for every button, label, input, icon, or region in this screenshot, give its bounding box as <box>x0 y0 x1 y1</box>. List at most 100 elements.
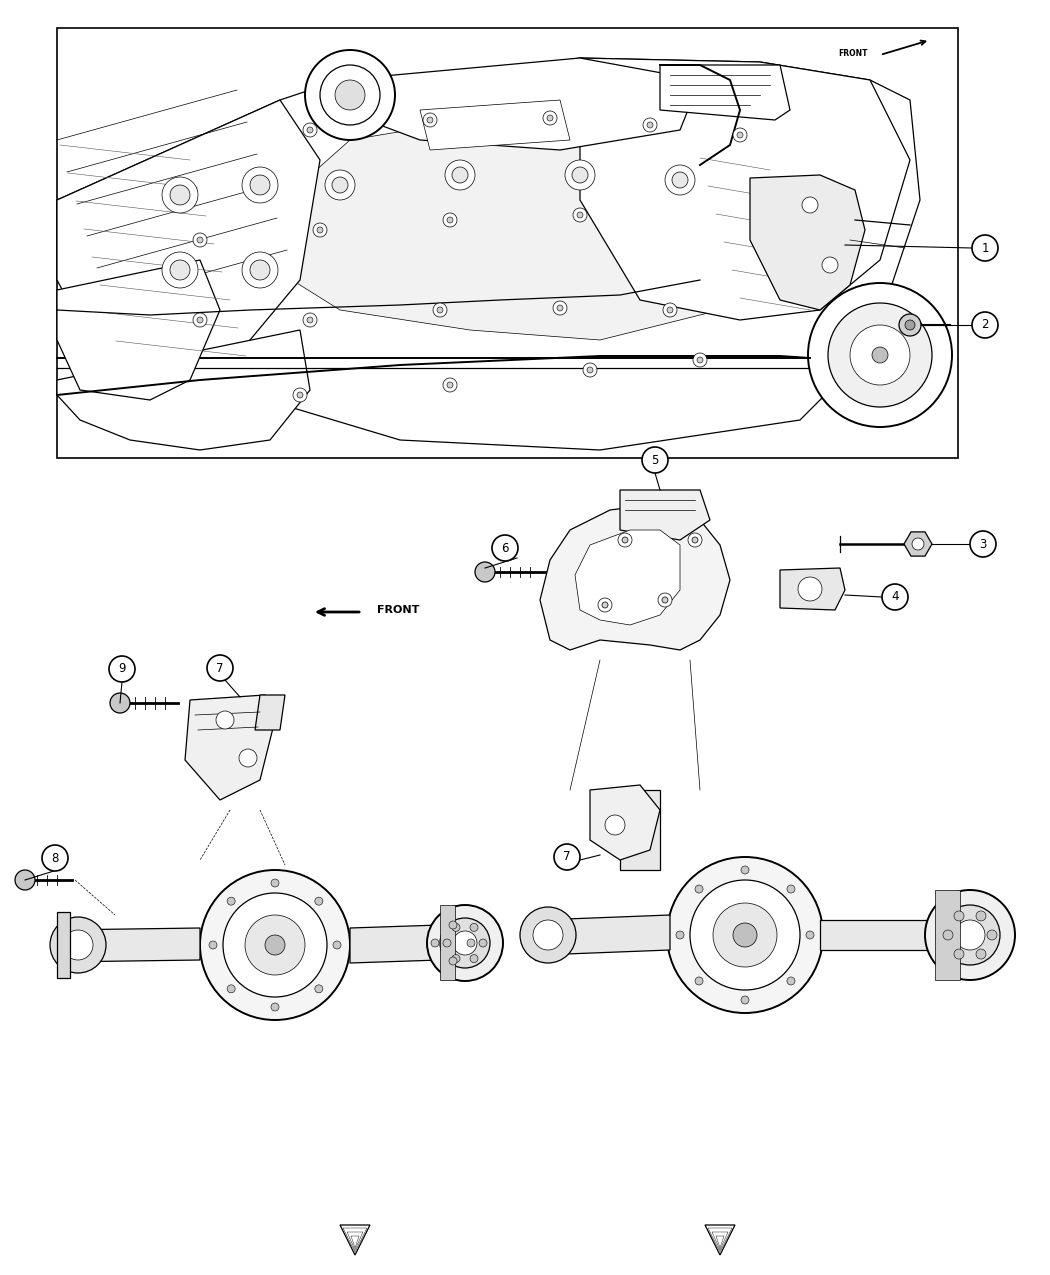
Polygon shape <box>57 912 70 978</box>
Circle shape <box>987 929 998 940</box>
Circle shape <box>250 175 270 195</box>
Polygon shape <box>660 65 790 120</box>
Circle shape <box>492 536 518 561</box>
Circle shape <box>976 910 986 921</box>
Circle shape <box>533 921 563 950</box>
Circle shape <box>882 584 908 609</box>
Circle shape <box>42 845 68 871</box>
Circle shape <box>572 167 588 184</box>
Circle shape <box>427 905 503 980</box>
Circle shape <box>479 938 487 947</box>
Polygon shape <box>540 505 730 650</box>
Circle shape <box>467 938 475 947</box>
Circle shape <box>667 307 673 312</box>
Circle shape <box>956 921 985 950</box>
Circle shape <box>170 260 190 280</box>
Circle shape <box>554 844 580 870</box>
Circle shape <box>449 958 457 965</box>
Circle shape <box>693 353 707 367</box>
Circle shape <box>430 938 439 947</box>
Circle shape <box>618 533 632 547</box>
Text: 3: 3 <box>980 538 987 551</box>
Circle shape <box>242 167 278 203</box>
Circle shape <box>808 283 952 427</box>
Polygon shape <box>340 1225 370 1255</box>
Polygon shape <box>590 785 660 861</box>
Circle shape <box>802 198 818 213</box>
Circle shape <box>170 185 190 205</box>
Circle shape <box>443 377 457 391</box>
Circle shape <box>925 890 1015 980</box>
Circle shape <box>433 303 447 317</box>
Circle shape <box>242 252 278 288</box>
Polygon shape <box>57 99 320 380</box>
Circle shape <box>643 119 657 133</box>
Circle shape <box>663 303 677 317</box>
Circle shape <box>943 929 953 940</box>
Polygon shape <box>350 924 440 963</box>
Circle shape <box>443 938 452 947</box>
Circle shape <box>520 907 576 963</box>
Polygon shape <box>620 490 710 541</box>
Circle shape <box>688 533 702 547</box>
Circle shape <box>475 562 495 581</box>
Polygon shape <box>440 905 455 980</box>
Polygon shape <box>185 695 275 799</box>
Circle shape <box>828 303 932 407</box>
Text: 9: 9 <box>119 663 126 676</box>
Text: 6: 6 <box>501 542 509 555</box>
Circle shape <box>317 227 323 233</box>
Circle shape <box>573 208 587 222</box>
Polygon shape <box>620 790 660 870</box>
Circle shape <box>209 941 217 949</box>
Circle shape <box>970 530 996 557</box>
Circle shape <box>470 955 478 963</box>
Circle shape <box>658 593 672 607</box>
Circle shape <box>449 921 457 929</box>
Text: 2: 2 <box>982 319 989 332</box>
Circle shape <box>605 815 625 835</box>
Circle shape <box>692 537 698 543</box>
Polygon shape <box>57 928 200 963</box>
Circle shape <box>954 949 964 959</box>
Polygon shape <box>780 567 845 609</box>
Text: FRONT: FRONT <box>377 606 419 615</box>
Circle shape <box>598 598 612 612</box>
Polygon shape <box>57 330 310 450</box>
Polygon shape <box>750 175 865 310</box>
Circle shape <box>954 910 964 921</box>
Circle shape <box>602 602 608 608</box>
Circle shape <box>307 317 313 323</box>
Circle shape <box>695 977 704 986</box>
Circle shape <box>667 857 823 1014</box>
Circle shape <box>578 212 583 218</box>
Polygon shape <box>904 532 932 556</box>
Circle shape <box>452 955 460 963</box>
Circle shape <box>690 880 800 989</box>
Circle shape <box>565 159 595 190</box>
Polygon shape <box>57 260 220 400</box>
Text: 5: 5 <box>651 454 658 467</box>
Circle shape <box>976 949 986 959</box>
Circle shape <box>297 391 303 398</box>
Polygon shape <box>575 530 680 625</box>
Polygon shape <box>340 57 700 150</box>
Circle shape <box>335 80 365 110</box>
Circle shape <box>452 167 468 184</box>
Circle shape <box>333 941 341 949</box>
Circle shape <box>972 235 998 261</box>
Circle shape <box>216 711 234 729</box>
Polygon shape <box>536 910 548 960</box>
Circle shape <box>162 252 198 288</box>
Polygon shape <box>820 921 940 950</box>
Circle shape <box>695 885 704 892</box>
Circle shape <box>786 977 795 986</box>
Circle shape <box>193 312 207 326</box>
Circle shape <box>452 923 460 932</box>
Circle shape <box>207 655 233 681</box>
Circle shape <box>733 923 757 947</box>
Circle shape <box>293 388 307 402</box>
Polygon shape <box>580 57 910 320</box>
Circle shape <box>872 347 888 363</box>
Circle shape <box>741 996 749 1003</box>
